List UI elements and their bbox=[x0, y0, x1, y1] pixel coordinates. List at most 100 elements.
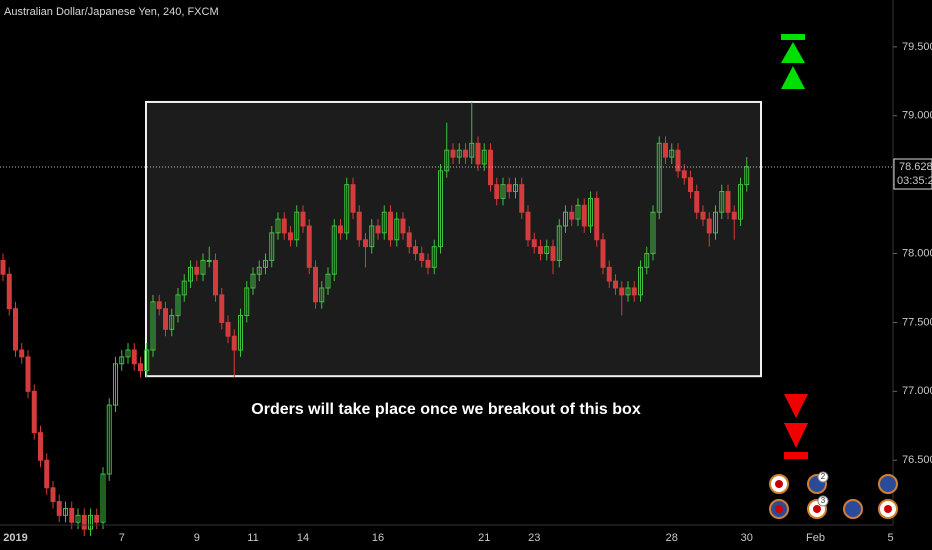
candle-body bbox=[300, 211, 306, 227]
candle-body bbox=[56, 501, 62, 516]
candle-body bbox=[106, 404, 112, 475]
candle-body bbox=[144, 349, 150, 372]
candle-body bbox=[425, 259, 431, 268]
candle-body bbox=[581, 204, 587, 227]
candle-body bbox=[375, 225, 381, 234]
annotation: Orders will take place once we breakout … bbox=[251, 401, 641, 418]
candle-body bbox=[81, 514, 87, 530]
candle-body bbox=[550, 246, 556, 261]
candle-body bbox=[69, 507, 75, 523]
candle-body bbox=[244, 287, 250, 317]
candle-body bbox=[175, 294, 181, 317]
candle-body bbox=[463, 149, 468, 158]
candle-body bbox=[413, 246, 418, 255]
candle-body bbox=[281, 218, 287, 234]
candle-body bbox=[713, 211, 718, 234]
x-tick-label: Feb bbox=[806, 532, 825, 544]
candle-body bbox=[700, 211, 706, 220]
candle-body bbox=[75, 514, 81, 523]
candle-body bbox=[356, 211, 362, 241]
candle-body bbox=[513, 184, 518, 193]
candle-body bbox=[31, 390, 37, 434]
candle-body bbox=[706, 218, 712, 234]
candle-body bbox=[450, 149, 456, 158]
candle-body bbox=[400, 218, 406, 234]
y-tick-label: 77.500 bbox=[902, 316, 932, 328]
y-tick-label: 78.000 bbox=[902, 247, 932, 259]
candle-body bbox=[381, 211, 387, 234]
candle-body bbox=[506, 184, 512, 193]
candle-body bbox=[431, 246, 437, 268]
candle-body bbox=[181, 280, 187, 296]
candle-body bbox=[156, 301, 162, 310]
candle-body bbox=[519, 184, 525, 213]
countdown: 03:35:21 bbox=[897, 175, 932, 187]
candle-body bbox=[469, 142, 475, 158]
candle-body bbox=[94, 514, 100, 523]
candle-body bbox=[325, 273, 331, 289]
candle-body bbox=[594, 197, 600, 241]
sell-signal bbox=[784, 394, 808, 459]
x-tick-label: 11 bbox=[247, 532, 258, 544]
candle-body bbox=[369, 225, 375, 248]
candle-body bbox=[263, 259, 268, 268]
x-tick-label: 23 bbox=[528, 532, 540, 544]
x-tick-label: 9 bbox=[194, 532, 200, 544]
candle-body bbox=[631, 287, 637, 296]
candle-body bbox=[575, 204, 581, 220]
candle-body bbox=[188, 266, 193, 282]
candle-body bbox=[694, 191, 700, 213]
candle-body bbox=[494, 184, 500, 199]
candle-body bbox=[738, 184, 743, 220]
candle-body bbox=[406, 232, 412, 248]
event-badge: 2 bbox=[821, 472, 826, 481]
candle-body bbox=[163, 308, 168, 330]
candle-body bbox=[200, 259, 206, 275]
buy-signal bbox=[781, 34, 805, 89]
candle-body bbox=[269, 232, 275, 261]
candle-body bbox=[19, 349, 25, 358]
x-tick-label: 2019 bbox=[3, 532, 27, 544]
candle-body bbox=[544, 246, 550, 255]
candle-body bbox=[363, 239, 368, 248]
candle-body bbox=[456, 149, 462, 158]
candle-body bbox=[663, 142, 668, 158]
y-tick-label: 79.500 bbox=[902, 41, 932, 53]
candle-body bbox=[113, 363, 118, 406]
y-tick-label: 76.500 bbox=[902, 454, 932, 466]
candle-body bbox=[613, 280, 618, 289]
event-badge: 3 bbox=[821, 496, 826, 505]
candle-body bbox=[656, 142, 662, 213]
candle-body bbox=[625, 287, 631, 296]
candle-body bbox=[44, 459, 50, 489]
x-tick-label: 16 bbox=[372, 532, 384, 544]
candle-body bbox=[438, 170, 443, 248]
candle-body bbox=[744, 166, 750, 186]
candle-body bbox=[0, 259, 6, 275]
candle-body bbox=[13, 308, 18, 351]
candle-body bbox=[350, 184, 356, 213]
candle-body bbox=[475, 142, 481, 165]
candle-body bbox=[131, 349, 137, 365]
candle-body bbox=[169, 315, 175, 330]
candle-body bbox=[688, 177, 693, 193]
candle-body bbox=[206, 259, 212, 262]
candle-body bbox=[500, 184, 506, 199]
y-tick-label: 79.000 bbox=[902, 110, 932, 122]
candle-body bbox=[719, 191, 725, 213]
x-tick-label: 5 bbox=[887, 532, 893, 544]
candle-body bbox=[531, 239, 537, 248]
x-tick-label: 30 bbox=[741, 532, 753, 544]
candle-body bbox=[650, 211, 656, 255]
candle-body bbox=[331, 225, 337, 275]
candle-body bbox=[675, 149, 681, 172]
candle-body bbox=[219, 294, 225, 323]
candle-body bbox=[569, 211, 575, 220]
candle-body bbox=[419, 253, 425, 261]
candle-body bbox=[638, 266, 643, 296]
candle-body bbox=[563, 211, 568, 227]
x-tick-label: 28 bbox=[666, 532, 678, 544]
candle-body bbox=[288, 232, 293, 241]
candle-body bbox=[100, 473, 106, 523]
